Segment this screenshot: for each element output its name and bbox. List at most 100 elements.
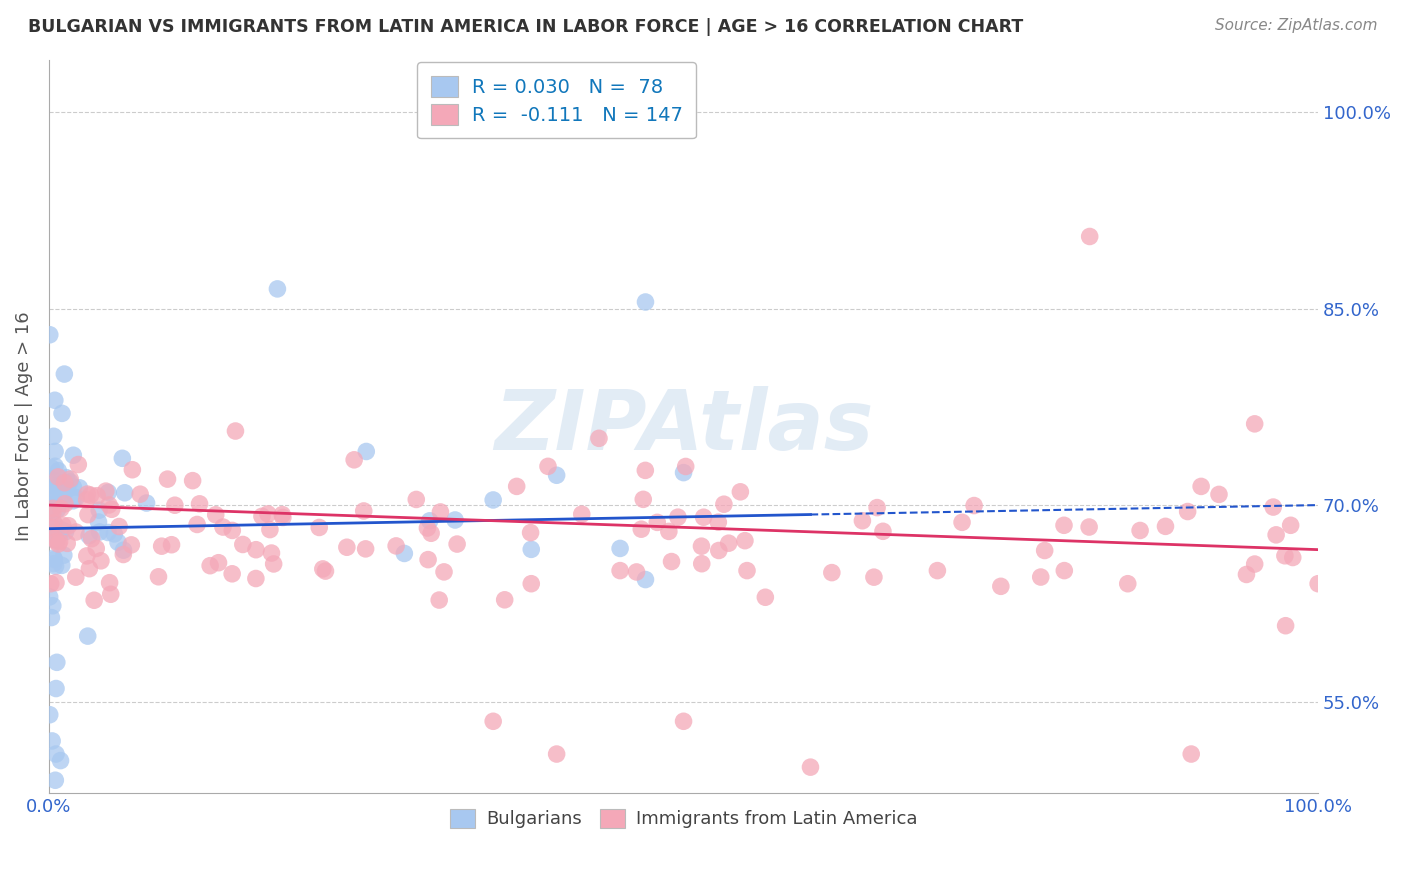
Point xyxy=(1263,500,1285,514)
Point xyxy=(872,524,894,539)
Point xyxy=(45,656,67,670)
Point xyxy=(67,458,90,472)
Point xyxy=(198,558,221,573)
Point xyxy=(356,444,378,458)
Point xyxy=(1274,549,1296,563)
Point xyxy=(245,572,267,586)
Point xyxy=(89,503,111,517)
Point xyxy=(446,537,468,551)
Point xyxy=(1274,618,1296,632)
Point xyxy=(416,521,439,535)
Point xyxy=(866,500,889,515)
Point xyxy=(44,532,66,546)
Point xyxy=(675,459,697,474)
Point xyxy=(1243,417,1265,431)
Point xyxy=(76,487,98,501)
Point xyxy=(260,546,283,560)
Point xyxy=(1208,487,1230,501)
Point xyxy=(44,459,66,474)
Point xyxy=(250,509,273,524)
Point xyxy=(98,498,121,512)
Point xyxy=(394,546,416,560)
Point xyxy=(39,461,62,475)
Point xyxy=(224,424,246,438)
Point xyxy=(46,464,69,478)
Point xyxy=(94,484,117,499)
Point xyxy=(112,543,135,558)
Point xyxy=(48,534,70,549)
Point xyxy=(1308,576,1330,591)
Point xyxy=(49,501,72,516)
Point xyxy=(53,475,76,490)
Point xyxy=(41,531,63,545)
Point xyxy=(692,510,714,524)
Point xyxy=(754,591,776,605)
Point xyxy=(546,468,568,483)
Point xyxy=(658,524,681,539)
Point xyxy=(45,559,67,574)
Text: ZIPAtlas: ZIPAtlas xyxy=(494,386,873,467)
Point xyxy=(45,534,67,549)
Point xyxy=(41,610,63,624)
Point xyxy=(571,507,593,521)
Point xyxy=(353,504,375,518)
Point xyxy=(45,524,67,539)
Point xyxy=(52,490,75,504)
Point xyxy=(232,537,254,551)
Point xyxy=(39,509,62,524)
Point xyxy=(51,406,73,420)
Point xyxy=(76,549,98,563)
Point xyxy=(59,475,82,489)
Point xyxy=(634,295,657,310)
Point xyxy=(851,514,873,528)
Point xyxy=(65,570,87,584)
Point xyxy=(42,551,65,566)
Text: BULGARIAN VS IMMIGRANTS FROM LATIN AMERICA IN LABOR FORCE | AGE > 16 CORRELATION: BULGARIAN VS IMMIGRANTS FROM LATIN AMERI… xyxy=(28,18,1024,36)
Point xyxy=(950,516,973,530)
Point xyxy=(505,479,527,493)
Point xyxy=(79,562,101,576)
Point xyxy=(927,564,949,578)
Point xyxy=(630,522,652,536)
Point xyxy=(690,557,713,571)
Point xyxy=(420,526,443,541)
Point xyxy=(121,463,143,477)
Point xyxy=(1154,519,1177,533)
Point xyxy=(717,536,740,550)
Point xyxy=(51,523,73,537)
Point xyxy=(156,472,179,486)
Point xyxy=(821,566,844,580)
Point xyxy=(42,490,65,504)
Point xyxy=(98,575,121,590)
Point xyxy=(634,463,657,477)
Point xyxy=(990,579,1012,593)
Point xyxy=(83,593,105,607)
Point xyxy=(427,593,450,607)
Point xyxy=(39,485,62,500)
Point xyxy=(482,492,505,507)
Point xyxy=(672,714,695,729)
Point xyxy=(221,566,243,581)
Point xyxy=(55,524,77,539)
Point xyxy=(1029,570,1052,584)
Point xyxy=(160,538,183,552)
Point xyxy=(120,538,142,552)
Point xyxy=(863,570,886,584)
Point xyxy=(44,393,66,408)
Point xyxy=(1078,520,1101,534)
Point xyxy=(207,556,229,570)
Point xyxy=(263,557,285,571)
Point xyxy=(44,773,66,788)
Point xyxy=(84,541,107,556)
Point xyxy=(188,497,211,511)
Point xyxy=(634,573,657,587)
Point xyxy=(148,570,170,584)
Point xyxy=(707,515,730,529)
Point xyxy=(46,480,69,494)
Point xyxy=(42,505,65,519)
Point xyxy=(661,555,683,569)
Point xyxy=(212,520,235,534)
Point xyxy=(103,527,125,541)
Point xyxy=(1053,564,1076,578)
Point xyxy=(799,760,821,774)
